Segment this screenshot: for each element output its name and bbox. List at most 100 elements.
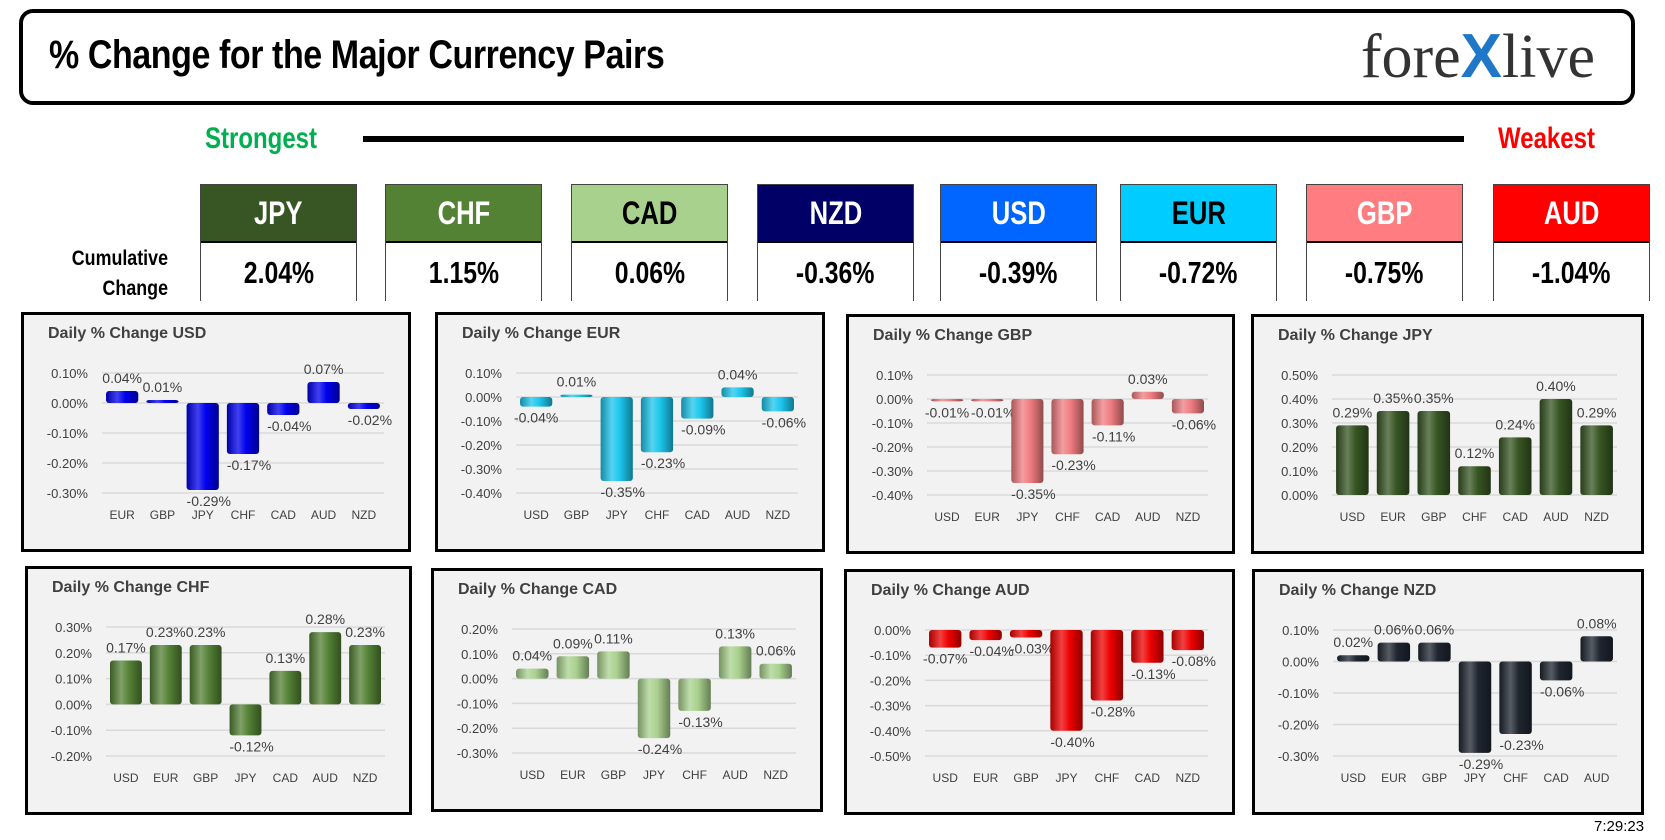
bar-aud bbox=[721, 387, 754, 397]
x-tick-label: AUD bbox=[1135, 510, 1161, 524]
data-label: -0.08% bbox=[1172, 653, 1216, 669]
y-tick-label: 0.00% bbox=[55, 697, 92, 712]
y-tick-label: 0.10% bbox=[1281, 464, 1318, 479]
y-tick-label: -0.20% bbox=[47, 456, 89, 471]
data-label: 0.35% bbox=[1373, 390, 1413, 406]
data-label: -0.17% bbox=[227, 457, 271, 473]
bar-aud bbox=[1580, 636, 1613, 662]
cumulative-change-value: -0.75% bbox=[1307, 243, 1462, 302]
x-tick-label: AUD bbox=[722, 768, 748, 782]
currency-code: GBP bbox=[1307, 185, 1462, 243]
y-tick-label: 0.00% bbox=[874, 623, 911, 638]
data-label: 0.35% bbox=[1414, 390, 1454, 406]
bar-aud bbox=[307, 382, 340, 403]
data-label: -0.11% bbox=[1092, 428, 1135, 444]
strongest-label: Strongest bbox=[205, 122, 318, 155]
x-tick-label: AUD bbox=[1584, 771, 1610, 785]
data-label: -0.03% bbox=[1010, 641, 1054, 657]
y-tick-label: -0.20% bbox=[457, 721, 499, 736]
y-tick-label: 0.00% bbox=[1282, 655, 1319, 670]
data-label: 0.11% bbox=[594, 630, 633, 646]
data-label: 0.28% bbox=[305, 611, 345, 627]
x-tick-label: EUR bbox=[1381, 771, 1407, 785]
y-tick-label: 0.20% bbox=[55, 646, 92, 661]
bar-chf bbox=[640, 397, 674, 453]
chart-title: Daily % Change JPY bbox=[1278, 327, 1433, 344]
data-label: 0.23% bbox=[345, 624, 385, 640]
data-label: -0.12% bbox=[229, 738, 273, 754]
cumulative-change-value: -1.04% bbox=[1494, 243, 1649, 302]
bar-eur bbox=[971, 399, 1004, 402]
data-label: 0.01% bbox=[557, 374, 597, 390]
bar-jpy bbox=[1050, 630, 1083, 731]
x-tick-label: GBP bbox=[1013, 771, 1038, 785]
data-label: 0.06% bbox=[1415, 622, 1455, 638]
chart-title: Daily % Change USD bbox=[48, 325, 207, 342]
bar-aud bbox=[309, 632, 342, 705]
x-tick-label: CAD bbox=[1135, 771, 1161, 785]
bar-jpy bbox=[1458, 661, 1492, 753]
y-tick-label: 0.10% bbox=[51, 366, 88, 381]
bar-gbp bbox=[1009, 630, 1043, 638]
data-label: -0.13% bbox=[1131, 666, 1175, 682]
bar-jpy bbox=[1011, 399, 1044, 483]
y-tick-label: -0.10% bbox=[872, 416, 914, 431]
data-label: -0.40% bbox=[1050, 734, 1094, 750]
bar-cad bbox=[1131, 630, 1164, 663]
bar-nzd bbox=[1580, 425, 1613, 495]
y-tick-label: 0.10% bbox=[1282, 623, 1319, 638]
bar-gbp bbox=[597, 651, 630, 679]
data-label: 0.12% bbox=[1455, 445, 1495, 461]
bar-chf bbox=[1051, 399, 1084, 455]
data-label: 0.17% bbox=[106, 640, 146, 656]
bar-usd bbox=[1336, 425, 1369, 495]
bar-nzd bbox=[761, 397, 794, 412]
x-tick-label: USD bbox=[933, 771, 959, 785]
y-tick-label: -0.30% bbox=[872, 464, 914, 479]
cumulative-change-value: 2.04% bbox=[201, 243, 356, 302]
bar-aud bbox=[1539, 399, 1573, 495]
x-tick-label: USD bbox=[523, 508, 549, 522]
data-label: 0.06% bbox=[756, 643, 796, 659]
x-tick-label: JPY bbox=[1055, 771, 1077, 785]
data-label: 0.04% bbox=[718, 366, 758, 382]
data-label: -0.35% bbox=[601, 484, 645, 500]
chart-title: Daily % Change EUR bbox=[462, 325, 621, 342]
x-tick-label: EUR bbox=[973, 771, 999, 785]
data-label: 0.13% bbox=[715, 625, 755, 641]
y-tick-label: 0.00% bbox=[1281, 488, 1318, 503]
x-tick-label: CAD bbox=[273, 771, 299, 785]
x-tick-label: CHF bbox=[231, 508, 256, 522]
data-label: 0.29% bbox=[1577, 404, 1617, 420]
strength-divider bbox=[363, 136, 1464, 142]
cumulative-change-value: 1.15% bbox=[386, 243, 541, 302]
y-tick-label: -0.30% bbox=[457, 746, 499, 761]
x-tick-label: NZD bbox=[1175, 771, 1200, 785]
bar-gbp bbox=[1418, 642, 1451, 662]
y-tick-label: -0.10% bbox=[457, 696, 499, 711]
data-label: -0.06% bbox=[1540, 683, 1584, 699]
data-label: 0.01% bbox=[143, 379, 183, 395]
bar-eur bbox=[1376, 411, 1410, 495]
y-tick-label: -0.10% bbox=[47, 426, 89, 441]
y-tick-label: -0.40% bbox=[870, 724, 912, 739]
chart-eur: Daily % Change EUR 0.10% 0.00% -0.10% -0.20%… bbox=[435, 312, 825, 552]
x-tick-label: JPY bbox=[1016, 510, 1038, 524]
data-label: 0.13% bbox=[266, 650, 306, 666]
data-label: -0.06% bbox=[762, 414, 806, 430]
x-tick-label: GBP bbox=[564, 508, 589, 522]
data-label: 0.04% bbox=[102, 370, 142, 386]
header-banner: % Change for the Major Currency Pairs fo… bbox=[19, 9, 1635, 105]
y-tick-label: -0.30% bbox=[461, 462, 503, 477]
y-tick-label: -0.20% bbox=[51, 749, 93, 764]
currency-code: USD bbox=[941, 185, 1096, 243]
data-label: -0.04% bbox=[514, 410, 558, 426]
timestamp: 7:29:23 bbox=[1594, 818, 1645, 835]
bar-cad bbox=[681, 397, 714, 419]
data-label: -0.23% bbox=[1499, 737, 1543, 753]
x-tick-label: CAD bbox=[1543, 771, 1569, 785]
x-tick-label: NZD bbox=[353, 771, 378, 785]
bar-usd bbox=[929, 630, 962, 648]
bar-eur bbox=[556, 656, 590, 679]
currency-code: NZD bbox=[758, 185, 913, 243]
